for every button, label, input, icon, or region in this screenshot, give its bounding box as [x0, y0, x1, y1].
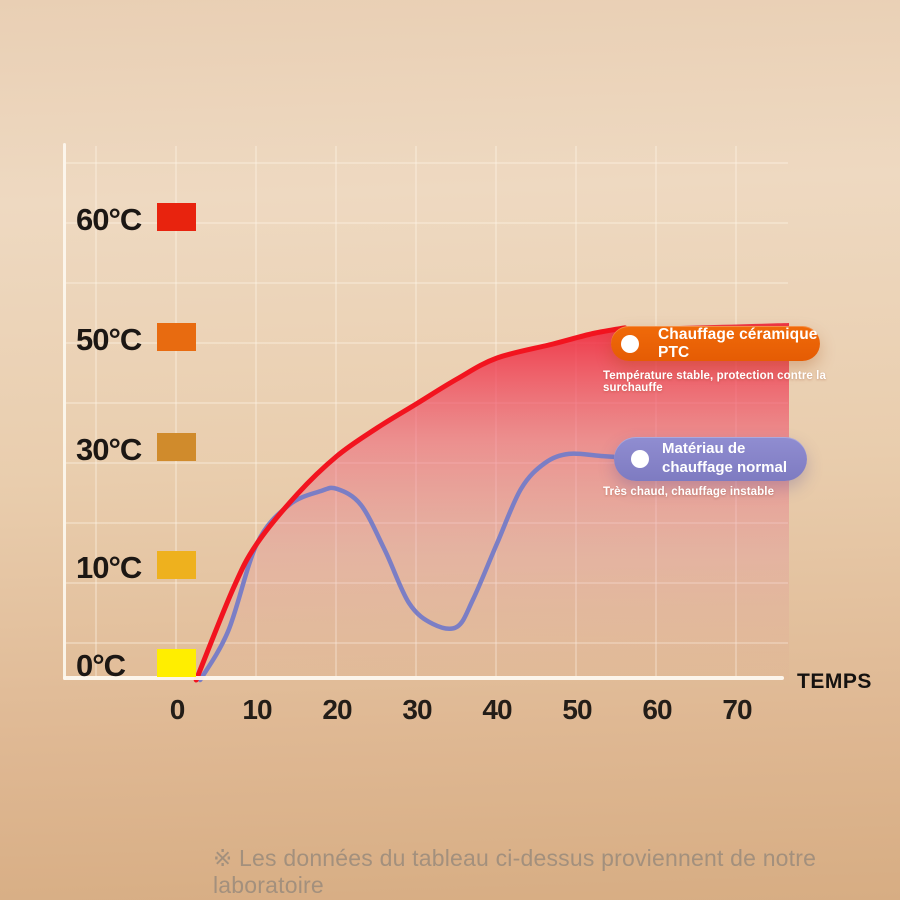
x-tick-60: 60: [642, 694, 672, 725]
swatch-30-icon: [157, 433, 196, 461]
y-axis-line: [63, 143, 66, 680]
legend-normal-pill: Matériau de chauffage normal: [614, 437, 807, 481]
legend-normal-dot-icon: [631, 450, 649, 468]
x-tick-50: 50: [562, 694, 592, 725]
x-tick-20: 20: [322, 694, 352, 725]
swatch-60-icon: [157, 203, 196, 231]
x-tick-70: 70: [722, 694, 752, 725]
x-tick-10: 10: [242, 694, 272, 725]
legend-ptc-pill: Chauffage céramique PTC: [611, 326, 820, 361]
x-axis-title: TEMPS: [797, 670, 872, 693]
y-label-10: 10°C: [76, 550, 142, 585]
legend-normal-label: Matériau de chauffage normal: [662, 440, 788, 476]
legend-ptc-label: Chauffage céramique PTC: [658, 325, 818, 361]
y-label-50: 50°C: [76, 322, 142, 357]
legend-ptc-subtitle: Température stable, protection contre la…: [603, 370, 826, 394]
legend-normal-subtitle: Très chaud, chauffage instable: [603, 486, 775, 498]
x-tick-30: 30: [402, 694, 432, 725]
source-caption: ※ Les données du tableau ci-dessus provi…: [213, 845, 817, 898]
ptc-heating-curve: [193, 325, 628, 683]
x-tick-0: 0: [169, 694, 186, 725]
y-label-30: 30°C: [76, 432, 142, 467]
x-axis-line: [63, 676, 784, 680]
ptc-area-fill: [196, 323, 789, 680]
x-tick-40: 40: [482, 694, 512, 725]
y-label-0: 0°C: [76, 648, 126, 683]
swatch-10-icon: [157, 551, 196, 579]
swatch-50-icon: [157, 323, 196, 351]
swatch-0-icon: [157, 649, 196, 677]
legend-ptc-dot-icon: [621, 334, 639, 353]
y-label-60: 60°C: [76, 202, 142, 237]
